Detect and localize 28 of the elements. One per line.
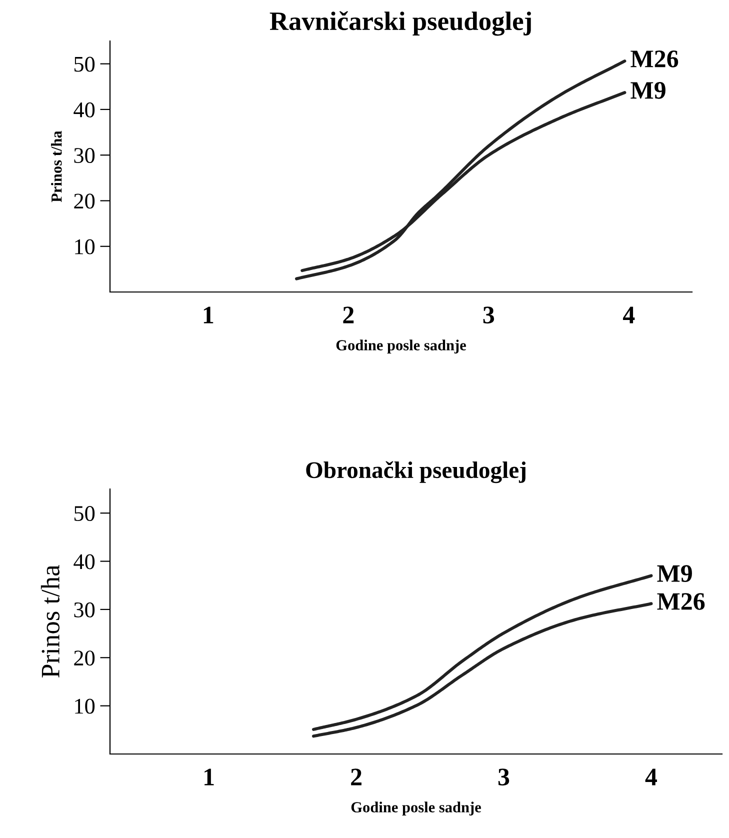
y-tick-label: 10 [75,698,95,714]
series-label: M9 [630,82,666,99]
x-tick-label: 3 [498,768,510,786]
y-tick-label: 30 [74,148,95,164]
x-tick-label: 4 [622,306,635,324]
y-tick-label: 40 [74,554,95,570]
series-label: M26 [630,50,678,68]
y-tick-label: 50 [74,56,95,72]
x-tick-label: 4 [645,768,657,786]
y-tick-label: 40 [74,102,95,118]
y-tick-label: 50 [74,506,95,522]
x-axis-title: Godine posle sadnje [351,802,481,816]
x-tick-label: 2 [343,306,354,324]
y-tick-label: 10 [75,239,95,254]
y-axis-title: Prinos t/ha [51,130,62,202]
x-tick-label: 2 [351,768,362,786]
chart-title: Ravničarski pseudoglej [270,11,531,36]
x-tick-label: 1 [204,768,214,786]
series-label: M9 [657,565,692,582]
y-tick-label: 20 [74,194,95,209]
y-tick-label: 30 [74,602,95,618]
series-label: M26 [657,593,705,610]
x-tick-label: 1 [204,306,214,324]
chart-title: Obronački pseudoglej [306,461,526,484]
y-tick-label: 20 [74,650,95,666]
x-tick-label: 3 [483,306,494,324]
x-axis-title: Godine posle sadnje [336,340,466,354]
y-axis-title: Prinos t/ha [40,565,60,678]
